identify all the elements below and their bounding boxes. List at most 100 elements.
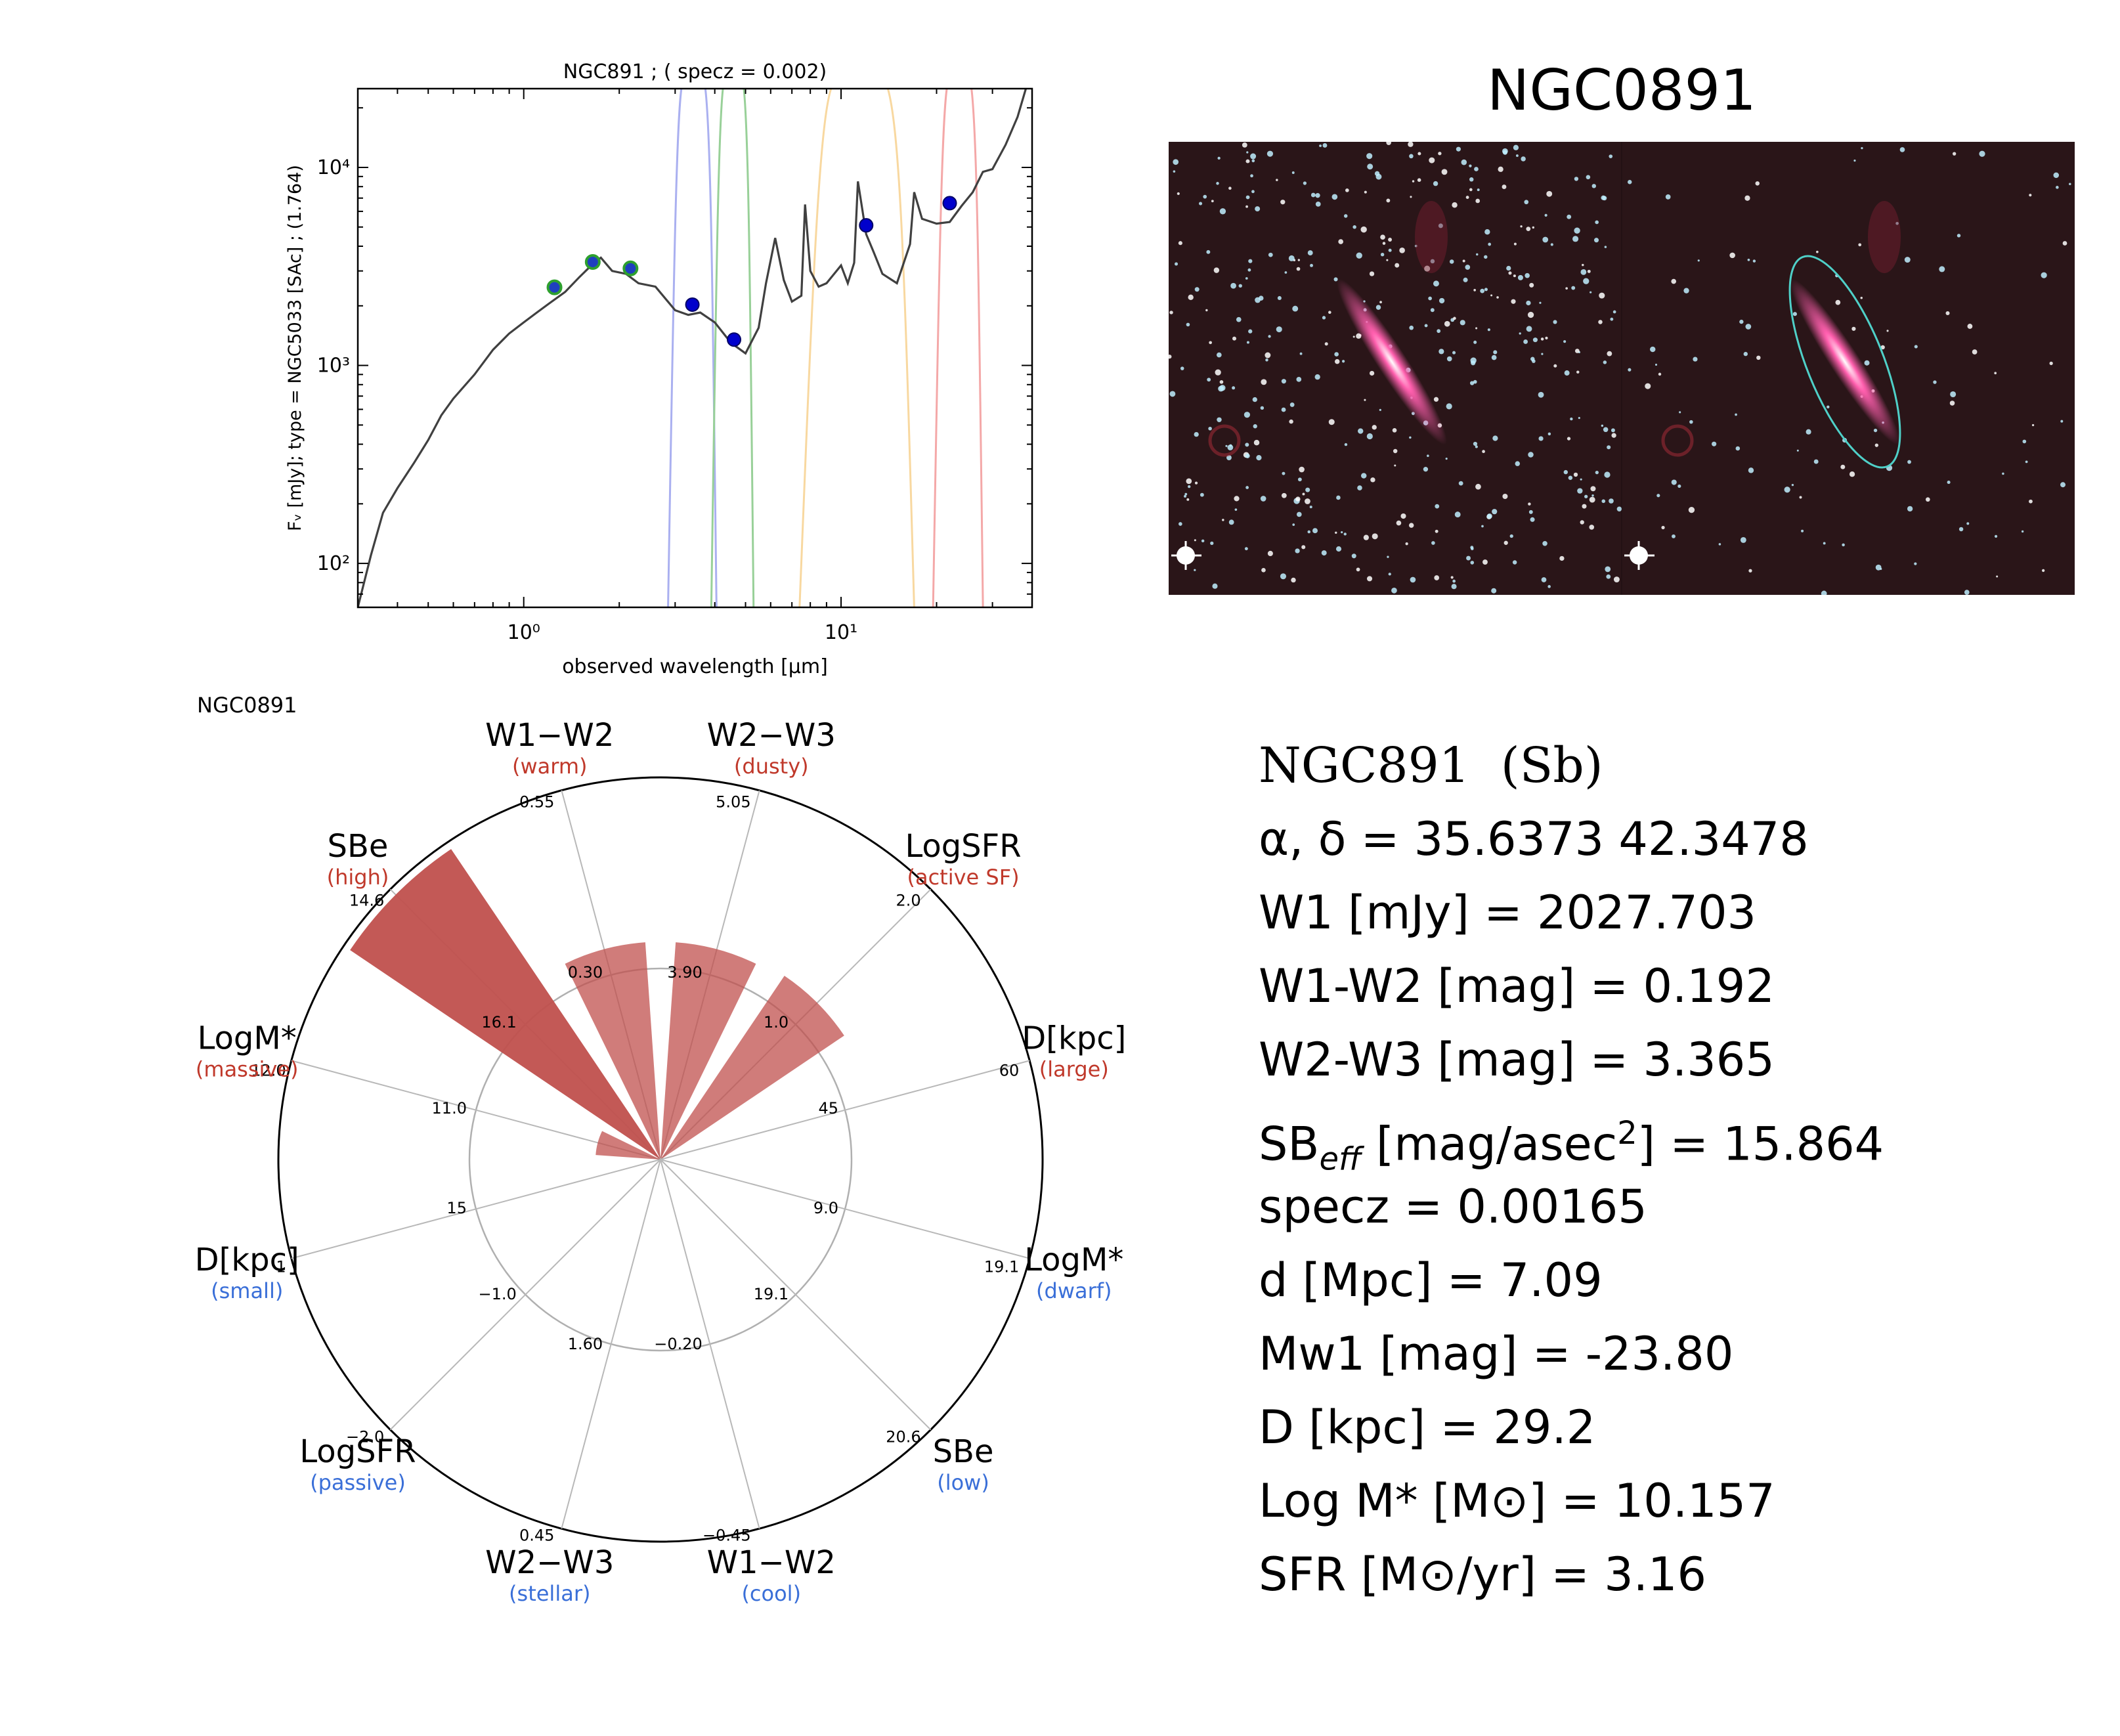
- star: [1697, 259, 1700, 262]
- radar-axis-label: W2−W3(stellar): [485, 1544, 614, 1606]
- star: [1424, 265, 1431, 272]
- radar-axis-name: LogM*: [1024, 1242, 1123, 1278]
- star: [1456, 146, 1461, 152]
- star: [1184, 492, 1188, 496]
- radar-axis-note: (stellar): [509, 1581, 590, 1606]
- star: [1792, 312, 1797, 316]
- star: [1517, 274, 1523, 280]
- star: [1895, 221, 1899, 225]
- info-w2w3: W2-W3 [mag] = 3.365: [1259, 1033, 1775, 1087]
- star: [1255, 206, 1261, 212]
- star: [1261, 379, 1267, 385]
- star: [1465, 265, 1471, 270]
- star: [1492, 435, 1498, 441]
- star: [1752, 259, 1756, 263]
- galaxy-disk: [1337, 278, 1447, 445]
- star: [1399, 247, 1405, 253]
- star: [1466, 555, 1471, 561]
- star: [1423, 467, 1429, 472]
- star: [1607, 351, 1612, 357]
- radar-axis-name: LogM*: [198, 1020, 297, 1056]
- star: [1366, 153, 1373, 160]
- star: [1366, 433, 1373, 440]
- sed-ylabel: Fᵥ [mJy]; type = NGC5033 [SAc] ; (1.764): [285, 165, 305, 531]
- star: [1461, 159, 1467, 165]
- radar-axis-note: (dusty): [734, 754, 809, 779]
- star: [1360, 226, 1367, 233]
- star: [1661, 525, 1665, 530]
- star: [1296, 511, 1302, 517]
- sed-point-wise: [942, 196, 957, 211]
- star: [1452, 351, 1456, 355]
- star: [1520, 225, 1523, 228]
- radar-tick-label: 11.0: [432, 1099, 467, 1118]
- radar-axis-note: (high): [327, 865, 389, 890]
- radar-axis-label: W1−W2(cool): [707, 1544, 836, 1606]
- star: [1417, 152, 1421, 156]
- star: [1532, 359, 1536, 363]
- star: [1186, 322, 1190, 327]
- star: [1251, 190, 1255, 194]
- sed-title: NGC891 ; ( specz = 0.002): [563, 60, 827, 83]
- star: [1665, 194, 1671, 200]
- star: [1574, 177, 1579, 181]
- star: [1388, 248, 1392, 252]
- star: [1307, 250, 1313, 255]
- radar-spoke: [389, 1159, 661, 1431]
- radar-tick-label: 1.0: [764, 1013, 789, 1031]
- star: [1322, 316, 1326, 320]
- radar-axis-name: SBe: [327, 828, 388, 865]
- sed-point-wise: [727, 332, 742, 347]
- star: [1947, 481, 1951, 485]
- star: [1933, 380, 1937, 384]
- image-background: [1169, 142, 2075, 595]
- star: [2062, 241, 2067, 246]
- star: [1564, 370, 1570, 376]
- star: [1338, 239, 1343, 244]
- star: [1209, 341, 1212, 345]
- star: [1513, 144, 1519, 150]
- star: [1513, 242, 1517, 246]
- star: [1469, 177, 1474, 182]
- star: [2022, 439, 2027, 444]
- star: [1463, 277, 1468, 282]
- star: [1335, 531, 1337, 534]
- star: [1246, 151, 1249, 154]
- star: [1439, 349, 1444, 355]
- star: [1755, 181, 1760, 186]
- sed-template-line: [358, 89, 1028, 607]
- star: [1689, 420, 1693, 424]
- star: [1211, 200, 1214, 203]
- star: [1295, 548, 1300, 553]
- star: [1315, 192, 1320, 198]
- info-sfr: SFR [M⊙/yr] = 3.16: [1259, 1548, 1707, 1601]
- y-tick-label: 10³: [317, 355, 350, 378]
- star: [1546, 190, 1553, 197]
- star: [1260, 496, 1266, 502]
- star: [1245, 159, 1250, 163]
- star: [1964, 590, 1970, 595]
- star: [1570, 417, 1573, 421]
- star: [1582, 263, 1584, 267]
- faint-blob: [1415, 201, 1448, 273]
- star: [1524, 200, 1529, 205]
- star: [1584, 494, 1588, 498]
- star: [1571, 286, 1576, 290]
- star: [1410, 576, 1416, 583]
- star: [1310, 192, 1316, 198]
- star: [2060, 420, 2064, 423]
- star: [1236, 316, 1242, 322]
- star: [1184, 494, 1187, 498]
- star: [1484, 255, 1488, 259]
- info-diameter: D [kpc] = 29.2: [1259, 1400, 1596, 1454]
- star: [1380, 253, 1385, 257]
- star: [1405, 542, 1408, 546]
- radar-spoke: [561, 1159, 661, 1529]
- radar-axis-label: SBe(low): [933, 1433, 994, 1495]
- star: [1475, 483, 1481, 490]
- radar-tick-label: 0.55: [519, 793, 554, 812]
- star: [1748, 569, 1752, 573]
- star: [1215, 369, 1221, 376]
- star: [1169, 355, 1172, 359]
- star: [1482, 450, 1485, 454]
